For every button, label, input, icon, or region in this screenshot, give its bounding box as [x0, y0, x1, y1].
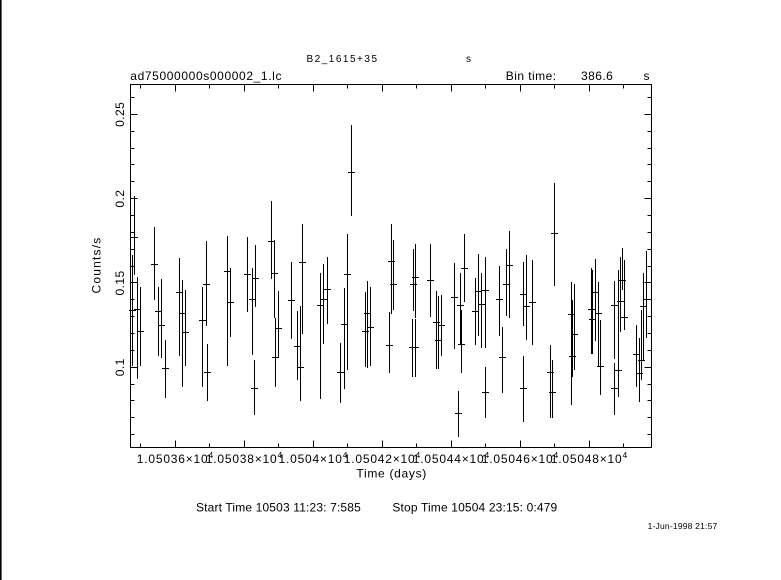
- svg-text:1.05042×104: 1.05042×104: [344, 450, 421, 466]
- svg-text:1.05044×104: 1.05044×104: [413, 450, 490, 466]
- svg-text:ad75000000s000002_1.lc: ad75000000s000002_1.lc: [130, 69, 282, 83]
- svg-text:1.05046×104: 1.05046×104: [482, 450, 559, 466]
- svg-text:0.1: 0.1: [113, 358, 127, 376]
- svg-text:0.2: 0.2: [113, 190, 127, 208]
- svg-text:s: s: [466, 54, 473, 65]
- svg-text:0.25: 0.25: [113, 102, 127, 127]
- svg-text:Counts/s: Counts/s: [90, 237, 104, 294]
- svg-text:B2_1615+35: B2_1615+35: [307, 54, 379, 65]
- svg-text:1.05048×104: 1.05048×104: [551, 450, 628, 466]
- svg-text:Stop Time 10504 23:15: 0:479: Stop Time 10504 23:15: 0:479: [392, 501, 557, 515]
- svg-text:Start Time 10503 11:23: 7:585: Start Time 10503 11:23: 7:585: [196, 501, 361, 515]
- svg-text:1-Jun-1998 21:57: 1-Jun-1998 21:57: [648, 521, 718, 531]
- svg-text:s: s: [644, 69, 650, 83]
- svg-text:0.15: 0.15: [113, 270, 127, 295]
- svg-text:1.05038×104: 1.05038×104: [206, 450, 283, 466]
- svg-text:Time (days): Time (days): [356, 467, 427, 481]
- svg-text:Bin time:: Bin time:: [506, 69, 557, 83]
- svg-text:1.05036×104: 1.05036×104: [137, 450, 214, 466]
- svg-text:386.6: 386.6: [581, 69, 613, 83]
- svg-text:1.0504×104: 1.0504×104: [279, 450, 349, 466]
